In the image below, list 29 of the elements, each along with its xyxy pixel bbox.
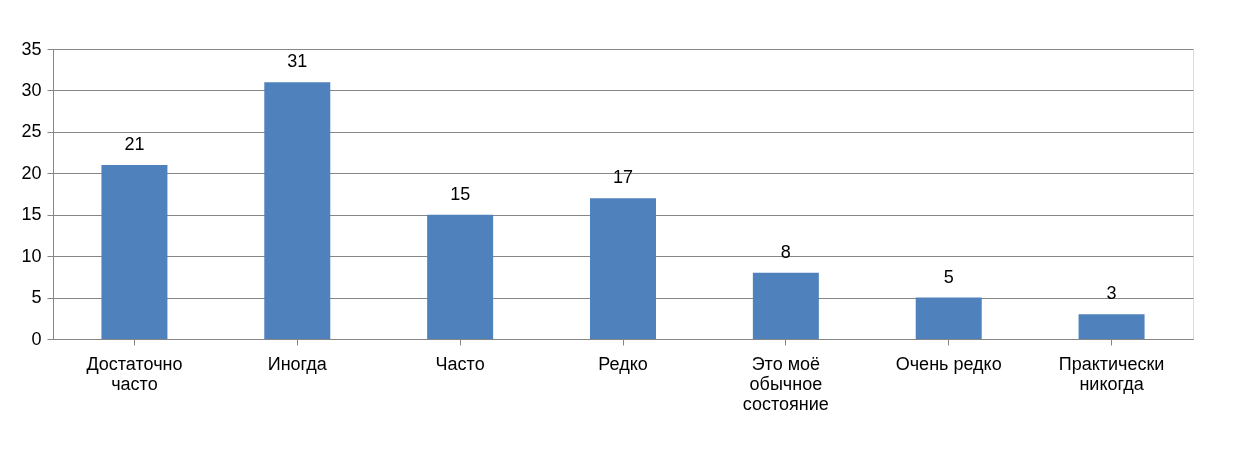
data-label: 15 bbox=[450, 183, 471, 204]
data-label: 17 bbox=[612, 167, 634, 188]
data-label: 21 bbox=[124, 134, 145, 154]
y-tick-label: 10 bbox=[21, 245, 42, 266]
x-tick-label: Это моё обычное состояние bbox=[742, 353, 829, 414]
y-tick-label: 0 bbox=[31, 328, 42, 349]
y-tick-label: 15 bbox=[21, 204, 42, 225]
bar bbox=[1078, 314, 1145, 339]
x-tick-label: Часто bbox=[435, 353, 485, 374]
data-label: 31 bbox=[287, 51, 308, 72]
x-tick-label: Очень редко bbox=[895, 353, 1002, 374]
x-tick-label: Достаточно часто bbox=[86, 353, 183, 394]
y-tick-label: 20 bbox=[21, 162, 42, 183]
bar bbox=[101, 165, 168, 339]
data-label: 3 bbox=[1106, 283, 1117, 304]
x-tick-label: Практически никогда bbox=[1058, 353, 1165, 394]
y-tick-label: 25 bbox=[21, 121, 42, 142]
bar bbox=[264, 82, 331, 339]
x-tick-label: Редко bbox=[598, 353, 648, 374]
data-label: 5 bbox=[943, 266, 954, 287]
y-tick-label: 35 bbox=[21, 38, 42, 59]
y-tick-label: 30 bbox=[21, 79, 42, 100]
data-label: 8 bbox=[780, 241, 791, 262]
y-tick-label: 5 bbox=[31, 287, 42, 308]
bar bbox=[427, 214, 494, 339]
bar bbox=[590, 198, 656, 339]
bar bbox=[915, 297, 982, 339]
bar bbox=[752, 272, 819, 339]
x-tick-label: Иногда bbox=[267, 353, 328, 374]
